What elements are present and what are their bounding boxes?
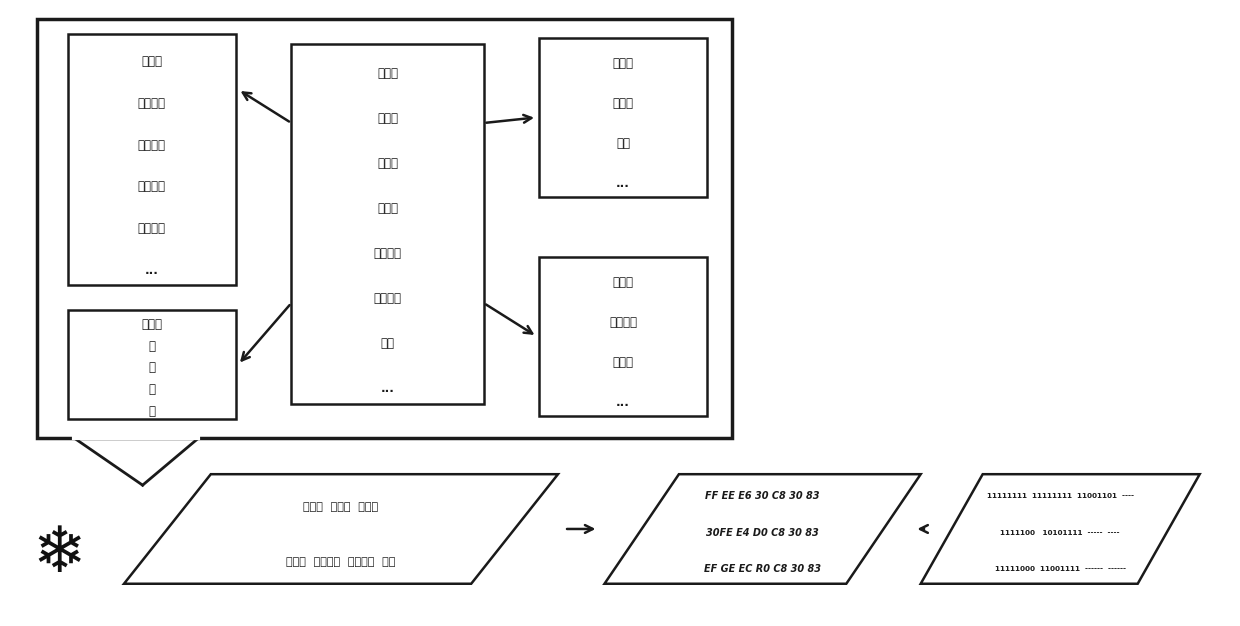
Text: 库存量: 库存量 (613, 356, 634, 369)
FancyBboxPatch shape (68, 310, 236, 419)
Text: ...: ... (616, 177, 630, 190)
Text: ...: ... (145, 264, 159, 277)
Text: 利润: 利润 (381, 337, 394, 349)
Text: 客户名: 客户名 (613, 97, 634, 110)
Text: 季: 季 (149, 383, 155, 396)
Text: 商品类别: 商品类别 (138, 180, 166, 193)
FancyBboxPatch shape (539, 257, 707, 416)
Text: 日: 日 (149, 339, 155, 352)
Text: 客户键: 客户键 (377, 156, 398, 170)
Text: 销售价格: 销售价格 (373, 292, 402, 304)
Text: 30FE E4 D0 C8 30 83: 30FE E4 D0 C8 30 83 (707, 528, 818, 538)
Text: 销售数量: 销售数量 (373, 247, 402, 260)
FancyBboxPatch shape (539, 38, 707, 197)
FancyBboxPatch shape (37, 19, 732, 438)
Polygon shape (920, 475, 1199, 583)
Text: 地址: 地址 (616, 137, 630, 150)
Text: ❄: ❄ (32, 523, 87, 585)
Text: 时间键: 时间键 (141, 317, 162, 331)
Text: 11111111  11111111  11001101  ----: 11111111 11111111 11001101 ---- (987, 493, 1133, 499)
Text: 1111100   10101111  -----  ----: 1111100 10101111 ----- ---- (1001, 530, 1120, 536)
FancyBboxPatch shape (68, 34, 236, 285)
Text: 商品规格: 商品规格 (138, 97, 166, 110)
Text: 商品类型: 商品类型 (138, 138, 166, 151)
Text: 仓库键  销售数量  销售价格  利润: 仓库键 销售数量 销售价格 利润 (286, 557, 396, 567)
Text: 商品键: 商品键 (377, 66, 398, 80)
FancyBboxPatch shape (291, 44, 484, 404)
Polygon shape (124, 475, 558, 583)
Text: 商品包装: 商品包装 (138, 222, 166, 235)
Text: FF EE E6 30 C8 30 83: FF EE E6 30 C8 30 83 (706, 491, 820, 501)
Text: 商品键: 商品键 (141, 55, 162, 68)
Text: ...: ... (616, 396, 630, 409)
Text: 年: 年 (149, 405, 155, 418)
Text: 仓库键: 仓库键 (613, 276, 634, 289)
Text: 客户键: 客户键 (613, 57, 634, 70)
Text: 时间键: 时间键 (377, 111, 398, 125)
Text: ...: ... (381, 381, 394, 394)
Text: 商品键  时间键  客户键: 商品键 时间键 客户键 (304, 502, 378, 512)
Text: 仓库键: 仓库键 (377, 202, 398, 215)
Text: 月: 月 (149, 361, 155, 374)
Text: 所在区域: 所在区域 (609, 316, 637, 329)
Text: 11111000  11001111  ------  ------: 11111000 11001111 ------ ------ (994, 566, 1126, 572)
Polygon shape (604, 475, 920, 583)
Text: EF GE EC R0 C8 30 83: EF GE EC R0 C8 30 83 (704, 564, 821, 574)
